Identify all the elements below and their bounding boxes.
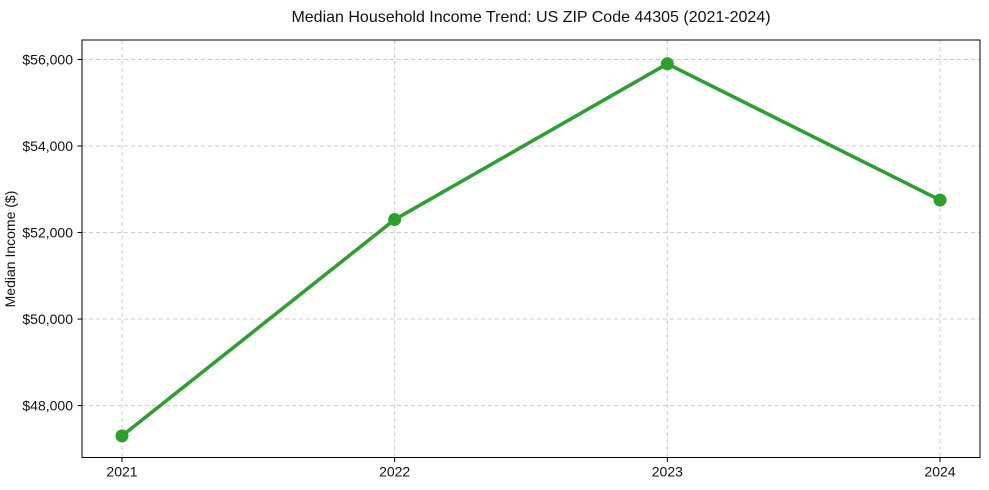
chart-title: Median Household Income Trend: US ZIP Co… <box>291 9 770 26</box>
y-tick-label: $50,000 <box>22 311 73 327</box>
y-axis-label: Median Income ($) <box>2 191 18 308</box>
gridlines <box>82 40 980 458</box>
x-tick-label: 2024 <box>924 464 955 480</box>
data-point-marker <box>933 193 947 207</box>
y-tick-label: $54,000 <box>22 138 73 154</box>
plot-border <box>81 39 981 458</box>
tick-marks <box>77 58 941 462</box>
x-tick-label: 2023 <box>652 464 683 480</box>
data-point-marker <box>388 213 402 227</box>
data-point-marker <box>660 57 674 71</box>
y-tick-label: $56,000 <box>22 51 73 67</box>
data-point-marker <box>115 429 129 443</box>
line-series <box>115 57 947 443</box>
y-tick-label: $52,000 <box>22 225 73 241</box>
y-tick-label: $48,000 <box>22 398 73 414</box>
y-tick-labels: $48,000 $50,000 $52,000 $54,000 $56,000 <box>22 51 73 413</box>
series-line <box>120 62 942 438</box>
x-tick-label: 2021 <box>106 464 137 480</box>
x-tick-label: 2022 <box>379 464 410 480</box>
x-tick-labels: 2021 2022 2023 2024 <box>106 464 955 480</box>
